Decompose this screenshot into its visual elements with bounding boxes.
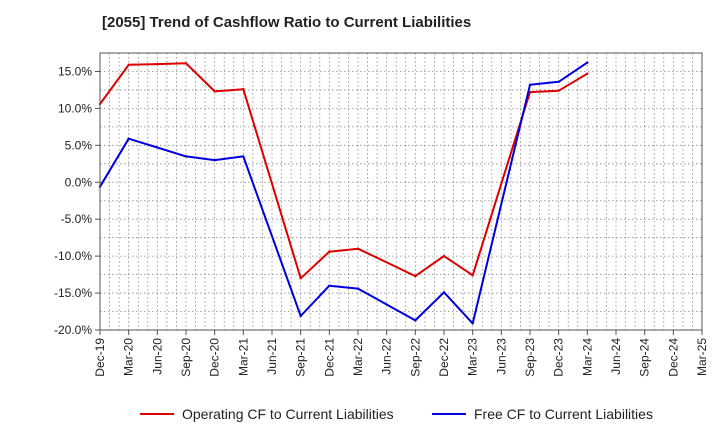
legend: Operating CF to Current Liabilities Free … xyxy=(140,406,653,422)
x-tick-label: Mar-21 xyxy=(236,338,250,376)
y-tick-label: 10.0% xyxy=(58,101,92,115)
data-point xyxy=(328,284,331,287)
data-point xyxy=(184,155,188,158)
axis-layer: 15.0% 10.0% 5.0% 0.0% -5.0% -10.0% -15.0% -20.0… xyxy=(54,52,709,377)
y-tick-label: -15.0% xyxy=(54,286,92,300)
data-point xyxy=(242,87,245,91)
data-point xyxy=(414,319,417,322)
legend-label: Free CF to Current Liabilities xyxy=(474,406,653,422)
data-point xyxy=(586,72,589,75)
data-point xyxy=(213,158,216,162)
data-point xyxy=(586,61,589,64)
data-point xyxy=(127,63,130,67)
x-tick-label: Dec-21 xyxy=(322,338,336,377)
series-layer xyxy=(98,61,589,325)
data-point xyxy=(442,254,446,258)
data-point xyxy=(414,274,417,278)
data-point xyxy=(328,250,331,253)
x-tick-label: Sep-21 xyxy=(294,338,308,377)
y-tick-label: 5.0% xyxy=(65,138,93,152)
x-tick-label: Jun-23 xyxy=(494,338,508,375)
data-point xyxy=(442,291,446,294)
legend-label: Operating CF to Current Liabilities xyxy=(182,406,394,422)
plot-area xyxy=(100,53,702,330)
y-tick-label: -10.0% xyxy=(54,249,92,263)
x-tick-label: Dec-24 xyxy=(666,338,680,377)
x-tick-label: Jun-21 xyxy=(265,338,279,375)
series-line-1 xyxy=(99,62,588,280)
x-tick-label: Sep-24 xyxy=(638,338,652,377)
data-point xyxy=(471,274,474,277)
data-point xyxy=(299,277,302,280)
x-tick-label: Jun-22 xyxy=(380,338,394,375)
y-tick-label: -5.0% xyxy=(61,212,93,226)
data-point xyxy=(356,287,360,290)
data-point xyxy=(156,62,159,66)
x-tick-label: Mar-23 xyxy=(466,338,480,376)
x-tick-label: Sep-22 xyxy=(408,338,422,377)
x-tick-label: Sep-23 xyxy=(523,338,537,377)
data-point xyxy=(127,137,130,140)
data-point xyxy=(471,322,474,325)
plot-border xyxy=(99,52,703,331)
data-point xyxy=(528,83,532,86)
x-tick-label: Mar-24 xyxy=(580,338,594,376)
data-point xyxy=(299,314,302,318)
x-tick-label: Sep-20 xyxy=(179,338,193,377)
series-line-2 xyxy=(99,61,588,325)
data-point xyxy=(242,155,245,158)
data-point xyxy=(184,62,188,65)
x-tick-label: Dec-23 xyxy=(552,338,566,377)
y-tick-label: 0.0% xyxy=(65,175,93,189)
x-tick-label: Mar-20 xyxy=(122,338,136,376)
x-tick-label: Dec-20 xyxy=(208,338,222,377)
x-tick-label: Dec-22 xyxy=(437,338,451,377)
x-tick-label: Dec-19 xyxy=(93,338,107,377)
x-tick-label: Mar-25 xyxy=(695,338,709,376)
data-point xyxy=(557,89,560,92)
x-tick-label: Jun-24 xyxy=(609,338,623,375)
x-tick-label: Mar-22 xyxy=(351,338,365,376)
data-point xyxy=(356,247,360,250)
chart-title: [2055] Trend of Cashflow Ratio to Curren… xyxy=(102,14,472,31)
x-tick-label: Jun-20 xyxy=(150,338,164,375)
data-point xyxy=(557,80,560,84)
y-tick-label: -20.0% xyxy=(54,323,92,337)
data-point xyxy=(213,90,216,93)
y-tick-label: 15.0% xyxy=(58,64,92,78)
